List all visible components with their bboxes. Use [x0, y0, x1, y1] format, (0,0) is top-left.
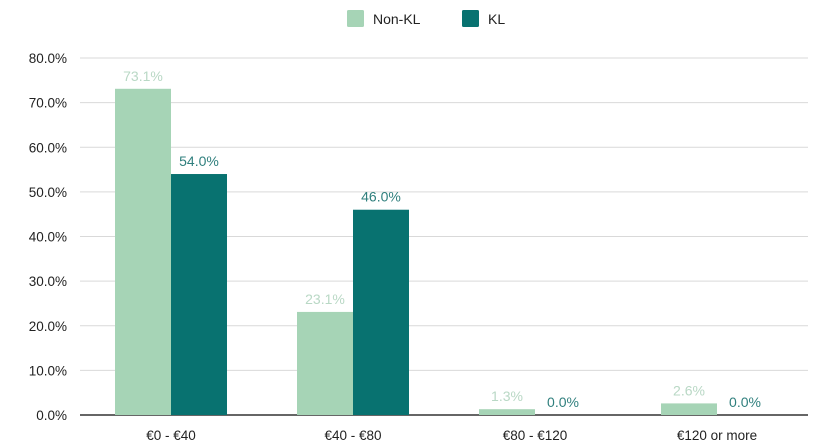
kl-data-label: 0.0%: [547, 394, 579, 410]
y-tick-label: 80.0%: [29, 51, 67, 66]
y-tick-label: 10.0%: [29, 363, 67, 378]
x-tick-label: €0 - €40: [146, 428, 196, 443]
non-kl-legend-label: Non-KL: [373, 11, 421, 27]
kl-data-label: 54.0%: [179, 153, 219, 169]
axis-layer: 0.0% 10.0% 20.0% 30.0% 40.0% 50.0% 60.0% 70.0% 8…: [29, 51, 757, 443]
x-tick-label: €40 - €80: [324, 428, 381, 443]
non-kl-data-label: 73.1%: [123, 68, 163, 84]
y-tick-label: 20.0%: [29, 319, 67, 334]
x-tick-label: €120 or more: [677, 428, 757, 443]
y-tick-label: 70.0%: [29, 96, 67, 111]
y-tick-label: 50.0%: [29, 185, 67, 200]
kl-data-label: 46.0%: [361, 189, 401, 205]
y-tick-label: 40.0%: [29, 230, 67, 245]
legend: Non-KL KL: [347, 10, 505, 27]
y-tick-label: 0.0%: [36, 408, 67, 423]
non-kl-legend-swatch: [347, 10, 364, 27]
non-kl-data-label: 2.6%: [673, 382, 705, 398]
kl-bar: [171, 174, 227, 415]
non-kl-data-label: 1.3%: [491, 388, 523, 404]
kl-data-label: 0.0%: [729, 394, 761, 410]
bar-layer: [115, 88, 717, 415]
non-kl-bar: [479, 409, 535, 415]
non-kl-data-label: 23.1%: [305, 291, 345, 307]
kl-legend-swatch: [462, 10, 479, 27]
x-tick-label: €80 - €120: [503, 428, 568, 443]
non-kl-bar: [297, 311, 353, 415]
label-layer: 73.1% 54.0% 23.1% 46.0% 1.3% 0.0% 2.6% 0.0%: [123, 68, 761, 410]
non-kl-bar: [115, 88, 171, 415]
y-tick-label: 30.0%: [29, 274, 67, 289]
y-tick-label: 60.0%: [29, 140, 67, 155]
kl-bar: [353, 209, 409, 415]
kl-legend-label: KL: [488, 11, 505, 27]
non-kl-bar: [661, 403, 717, 415]
